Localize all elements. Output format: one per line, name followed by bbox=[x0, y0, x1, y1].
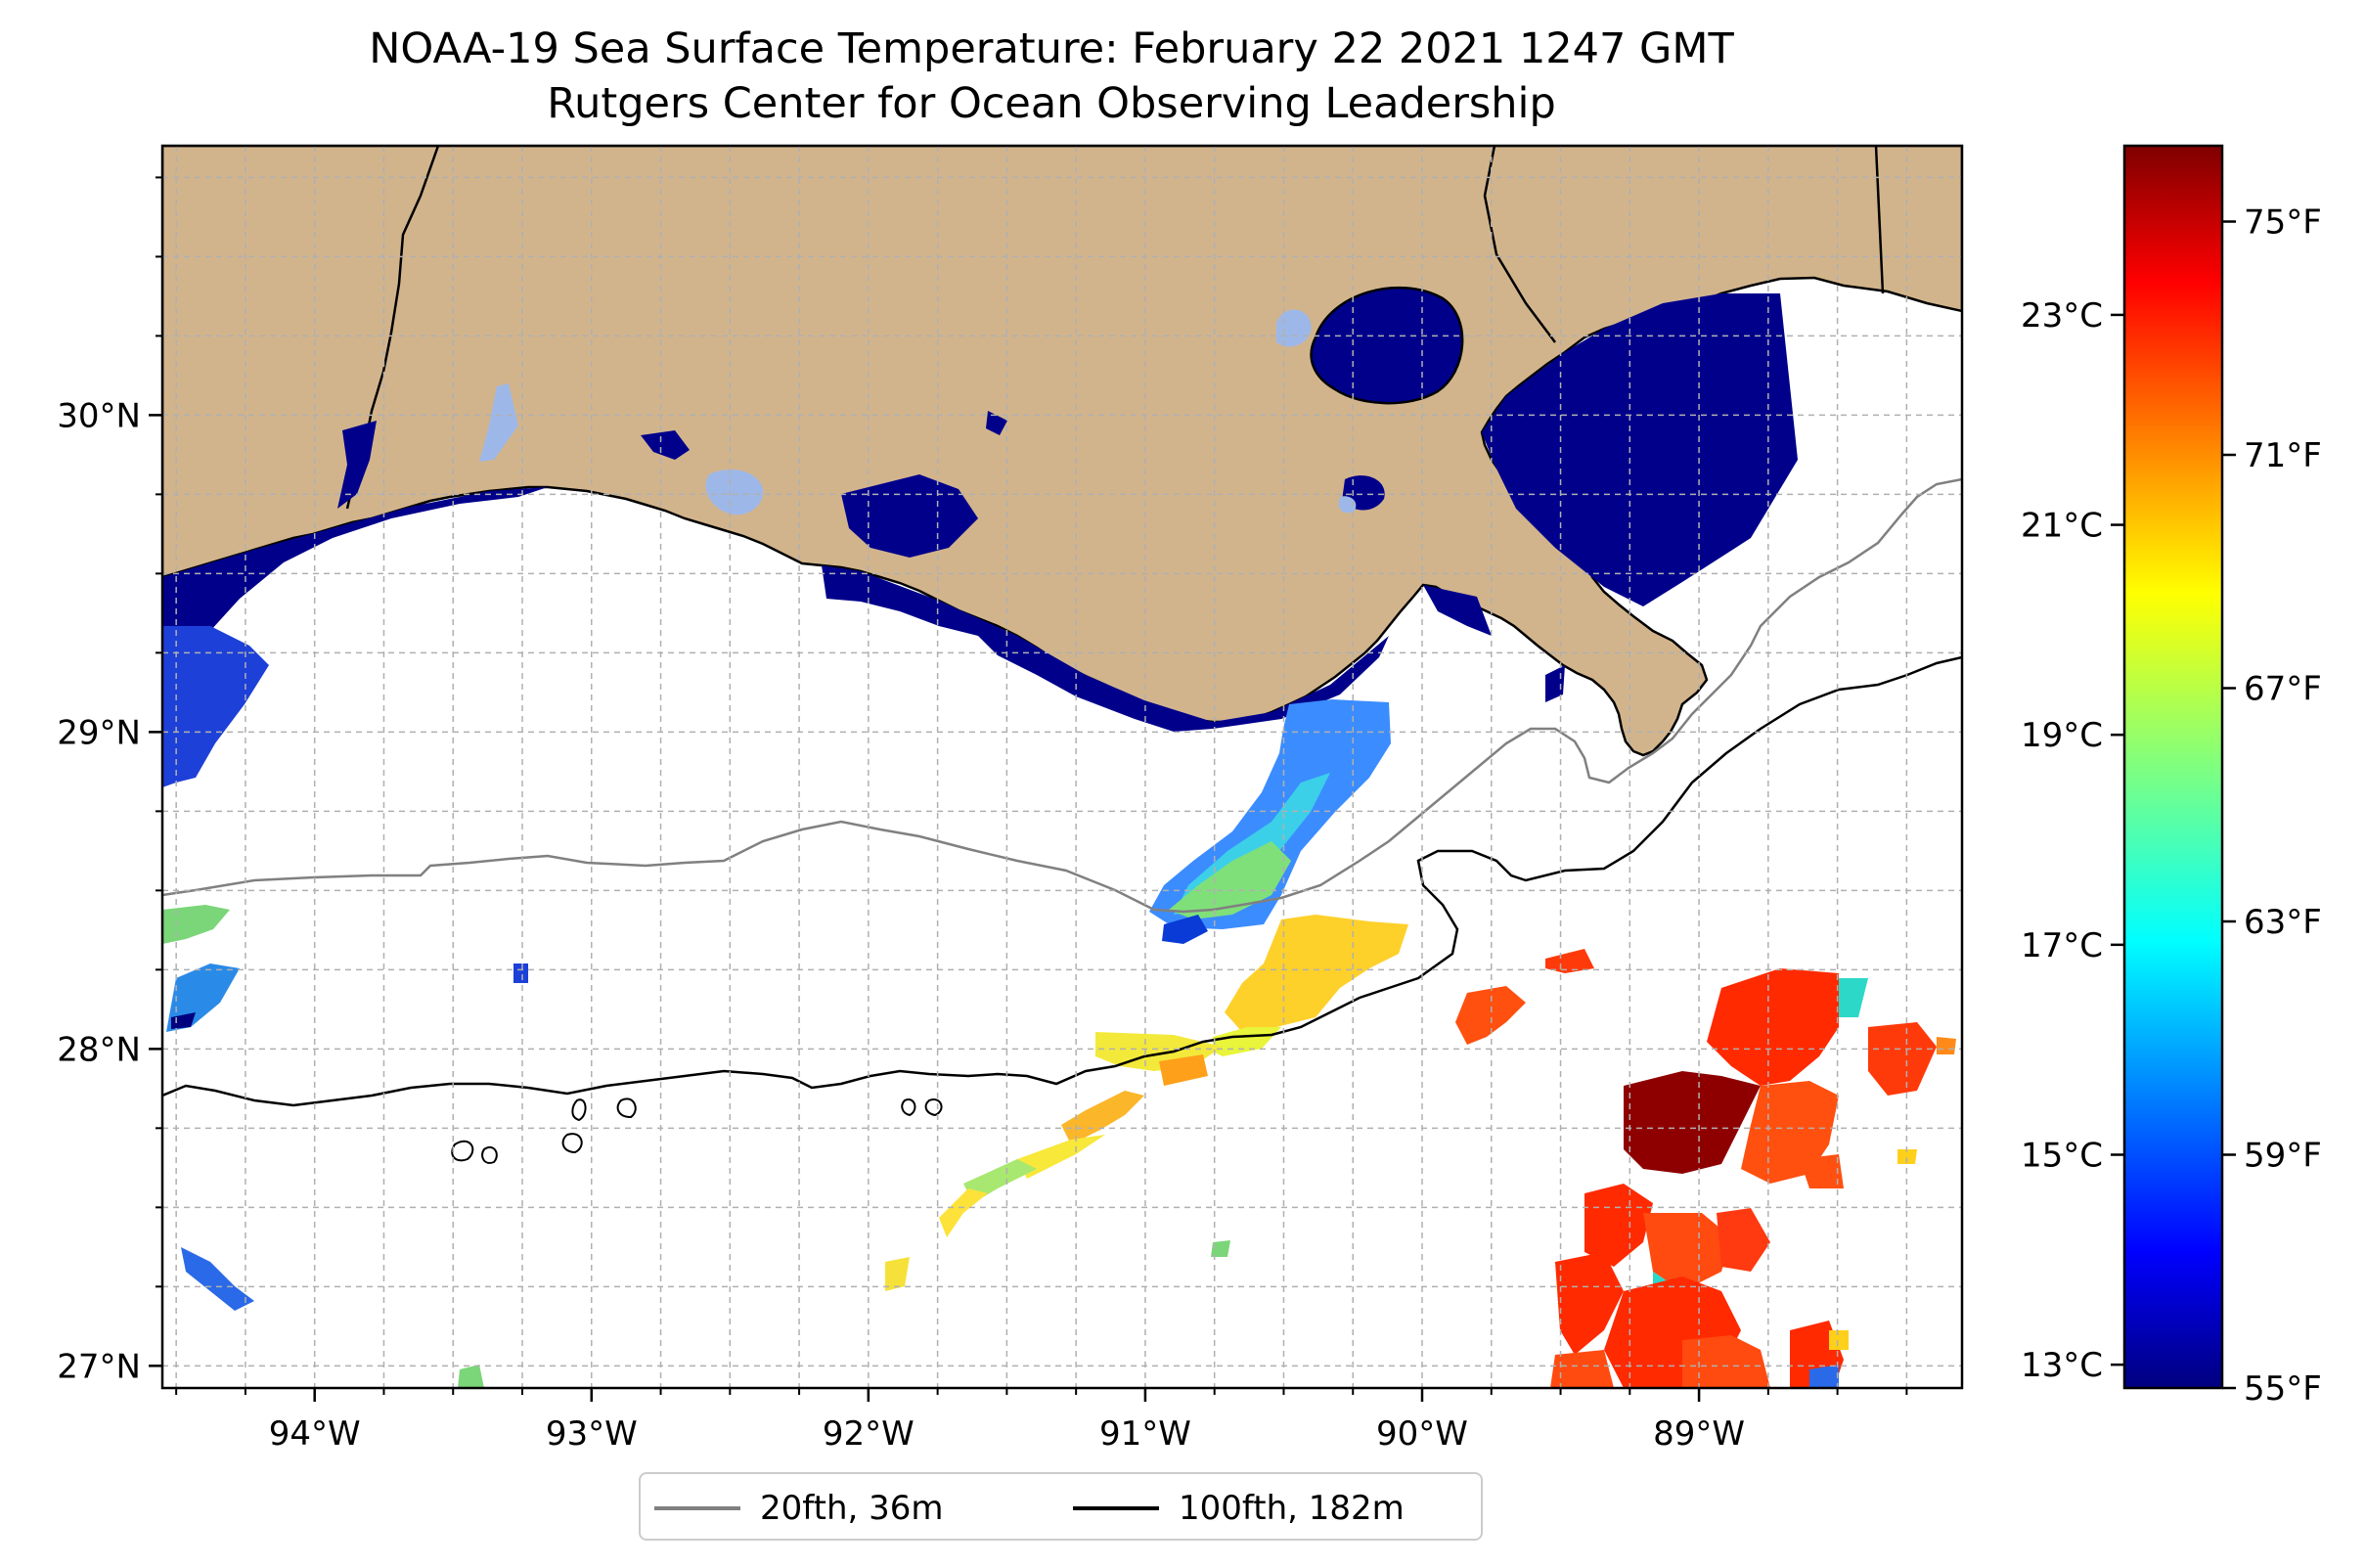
colorbar-c-label: 13°C bbox=[2021, 1346, 2103, 1385]
map-grid bbox=[162, 146, 1962, 1388]
state-border bbox=[1874, 146, 1885, 294]
colorbar-c-label: 21°C bbox=[2021, 507, 2103, 546]
lat-tick-label: 30°N bbox=[57, 396, 141, 435]
lat-tick-label: 28°N bbox=[57, 1030, 141, 1069]
lon-tick-label: 89°W bbox=[1653, 1414, 1745, 1454]
colorbar-c-label: 15°C bbox=[2021, 1137, 2103, 1176]
sst-west-offshore bbox=[162, 626, 528, 1388]
lake-maurepas bbox=[1276, 309, 1312, 347]
colorbar-c-label: 19°C bbox=[2021, 716, 2103, 755]
colorbar-f-label: 55°F bbox=[2244, 1369, 2322, 1409]
colorbar-c-label: 23°C bbox=[2021, 296, 2103, 336]
lat-tick-label: 27°N bbox=[57, 1347, 141, 1386]
colorbar-gradient bbox=[2124, 146, 2222, 1388]
legend-label: 20fth, 36m bbox=[760, 1489, 944, 1528]
latitude-axis: 30°N 29°N 28°N 27°N bbox=[57, 176, 162, 1386]
legend-label: 100fth, 182m bbox=[1179, 1489, 1405, 1528]
map-title: NOAA-19 Sea Surface Temperature: Februar… bbox=[369, 24, 1734, 73]
legend: 20fth, 36m 100fth, 182m bbox=[639, 1472, 1483, 1541]
colorbar-celsius-axis: 23°C 21°C 19°C 17°C 15°C 13°C bbox=[2021, 296, 2124, 1385]
lake-pontchartrain bbox=[1310, 286, 1464, 405]
lon-tick-label: 92°W bbox=[823, 1414, 915, 1454]
sst-river-plume bbox=[1149, 699, 1391, 944]
isobath-100fth bbox=[162, 655, 1962, 1107]
isobath-20fth bbox=[162, 477, 1962, 914]
colorbar-c-label: 17°C bbox=[2021, 926, 2103, 965]
colorbar[interactable]: 23°C 21°C 19°C 17°C 15°C 13°C 75°F 71°F 67°F 63°… bbox=[2021, 144, 2322, 1409]
longitude-axis: 94°W 93°W 92°W 91°W 90°W 89°W bbox=[175, 1388, 1908, 1454]
legend-line-black bbox=[1073, 1506, 1159, 1510]
land-mass bbox=[162, 146, 1962, 757]
colorbar-fahrenheit-axis: 75°F 71°F 67°F 63°F 59°F 55°F bbox=[2222, 203, 2322, 1409]
colorbar-f-label: 67°F bbox=[2244, 670, 2322, 709]
legend-item-100fth: 100fth, 182m bbox=[1073, 1486, 1405, 1531]
colorbar-f-label: 59°F bbox=[2244, 1137, 2322, 1176]
map-area[interactable] bbox=[162, 146, 1962, 1388]
lat-tick-label: 29°N bbox=[57, 713, 141, 752]
map-frame bbox=[160, 144, 1964, 1390]
colorbar-f-label: 75°F bbox=[2244, 203, 2322, 243]
lon-tick-label: 93°W bbox=[546, 1414, 638, 1454]
legend-item-20fth: 20fth, 36m bbox=[654, 1486, 944, 1531]
isobath-islands bbox=[451, 1098, 943, 1164]
river-line bbox=[1483, 146, 1556, 343]
sst-shelf-warm bbox=[885, 915, 1408, 1291]
map-subtitle: Rutgers Center for Ocean Observing Leade… bbox=[547, 79, 1556, 128]
colorbar-f-label: 63°F bbox=[2244, 903, 2322, 942]
lon-tick-label: 94°W bbox=[269, 1414, 361, 1454]
sst-eastern-warm bbox=[1455, 949, 1956, 1388]
colorbar-f-label: 71°F bbox=[2244, 436, 2322, 475]
colorbar-frame bbox=[2122, 144, 2224, 1390]
legend-line-gray bbox=[654, 1506, 740, 1510]
lon-tick-label: 91°W bbox=[1099, 1414, 1191, 1454]
lon-tick-label: 90°W bbox=[1376, 1414, 1468, 1454]
sst-inland-water bbox=[479, 383, 1357, 515]
